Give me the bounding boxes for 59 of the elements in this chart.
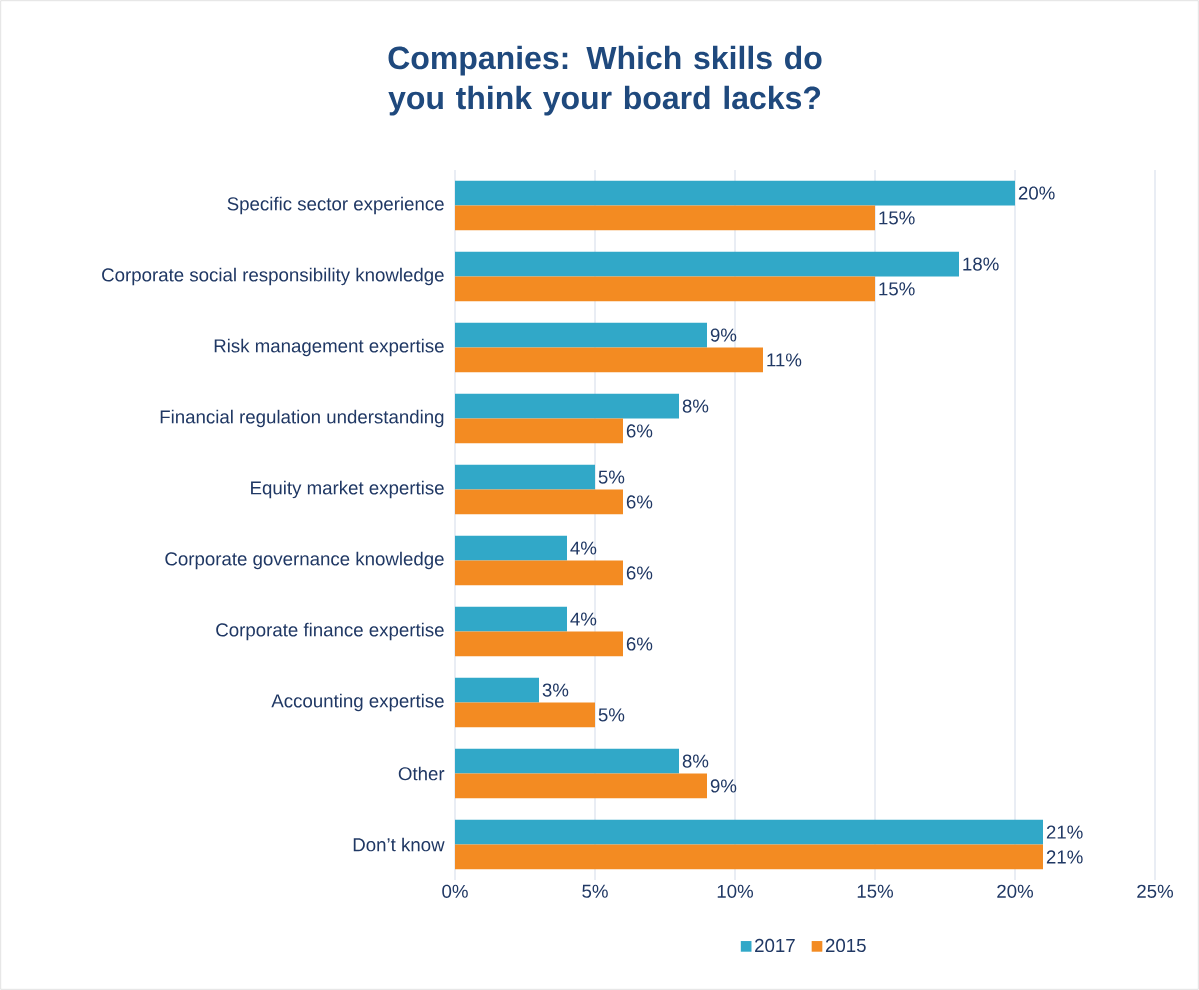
bar: [455, 322, 708, 348]
data-label: 11%: [767, 353, 802, 367]
x-tick-label: 20%: [997, 884, 1034, 898]
x-tick-label: 5%: [582, 884, 608, 898]
bar: [455, 180, 1015, 206]
x-tick-label: 10%: [717, 884, 754, 898]
bar: [455, 205, 875, 231]
bar: [455, 606, 567, 632]
y-tick-label: Financial regulation understanding: [160, 409, 444, 428]
data-label: 4%: [570, 541, 597, 555]
data-label: 21%: [1046, 825, 1083, 839]
bar: [455, 393, 680, 419]
bar: [455, 677, 539, 703]
data-label: 18%: [963, 257, 999, 271]
y-tick-label: Equity market expertise: [251, 480, 444, 499]
data-label: 15%: [879, 282, 915, 296]
bar: [455, 702, 595, 728]
bar: [455, 773, 708, 799]
bar: [455, 844, 1043, 870]
x-tick-label: 0%: [442, 884, 468, 898]
y-tick-label: Corporate social responsibility knowledge: [102, 267, 444, 286]
x-tick-label: 25%: [1137, 884, 1174, 898]
bar: [455, 276, 875, 302]
bar: [455, 464, 595, 490]
bar: [455, 631, 623, 657]
y-tick-label: Specific sector experience: [227, 196, 444, 215]
data-label: 20%: [1018, 186, 1055, 200]
data-label: 6%: [626, 637, 653, 651]
data-label: 5%: [598, 708, 625, 722]
y-tick-label: Don’t know: [353, 837, 445, 852]
data-label: 8%: [682, 399, 709, 413]
legend-label: 2017: [755, 938, 795, 953]
data-label: 4%: [570, 612, 597, 626]
legend-label: 2015: [825, 938, 866, 953]
bar: [455, 418, 623, 444]
data-label: 8%: [682, 754, 709, 768]
bar: [455, 347, 763, 373]
y-tick-label: Corporate finance expertise: [216, 622, 444, 641]
y-tick-label: Accounting expertise: [271, 693, 444, 712]
bar: [455, 819, 1043, 845]
y-tick-label: Other: [398, 766, 445, 781]
bar: [455, 535, 567, 561]
x-tick-label: 15%: [857, 884, 894, 898]
bar: [455, 251, 959, 277]
data-label: 21%: [1046, 850, 1083, 864]
y-tick-label: Risk management expertise: [214, 338, 444, 357]
data-label: 9%: [710, 779, 737, 793]
data-label: 5%: [598, 470, 625, 484]
data-label: 15%: [879, 211, 915, 225]
chart-title: Companies: Which skills do you think your board lacks?: [388, 45, 822, 116]
data-label: 3%: [542, 683, 569, 697]
y-tick-label: Corporate governance knowledge: [165, 551, 444, 570]
data-label: 9%: [710, 328, 737, 342]
bar: [455, 748, 680, 774]
data-label: 6%: [626, 566, 653, 580]
bar: [455, 489, 623, 515]
data-label: 6%: [626, 424, 653, 438]
data-label: 6%: [626, 495, 653, 509]
bar: [455, 560, 623, 586]
